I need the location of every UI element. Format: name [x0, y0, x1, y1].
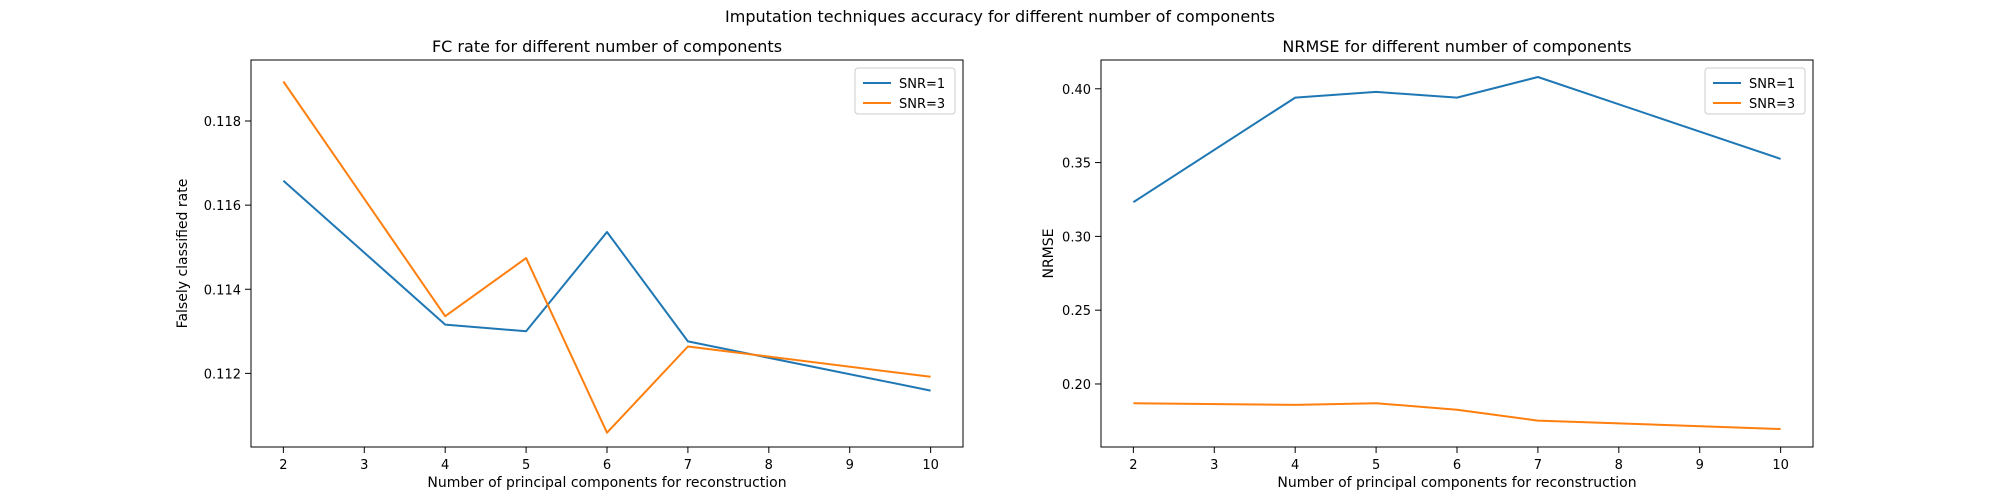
y-tick-label: 0.20 [1062, 378, 1091, 393]
y-tick-label: 0.25 [1062, 304, 1091, 319]
x-tick-label: 10 [922, 458, 939, 473]
x-axis-label: Number of principal components for recon… [427, 475, 786, 491]
legend: SNR=1 SNR=3 [854, 67, 956, 115]
y-axis-label: Falsely classified rate [175, 179, 191, 329]
chart-title: NRMSE for different number of components [1282, 37, 1631, 56]
chart-title: FC rate for different number of componen… [432, 37, 782, 56]
series-line-snr3 [1133, 402, 1781, 430]
figure-suptitle: Imputation techniques accuracy for diffe… [725, 7, 1275, 26]
y-tick-label: 0.35 [1062, 157, 1091, 172]
x-tick-label: 4 [1291, 458, 1299, 473]
x-tick-label: 2 [279, 458, 287, 473]
legend-label: SNR=3 [1749, 97, 1795, 112]
x-tick-label: 9 [846, 458, 854, 473]
x-tick-label: 6 [1453, 458, 1461, 473]
plot-frame [1100, 59, 1814, 448]
x-tick-label: 7 [684, 458, 692, 473]
x-tick-label: 4 [441, 458, 449, 473]
series-line-snr1 [1132, 76, 1781, 203]
fc-rate-chart: FC rate for different number of componen… [175, 37, 964, 491]
y-tick-label: 0.112 [204, 367, 241, 382]
x-tick-label: 5 [1372, 458, 1380, 473]
y-tick-label: 0.30 [1062, 230, 1091, 245]
legend-label: SNR=1 [899, 77, 945, 92]
x-tick-label: 3 [1210, 458, 1218, 473]
x-tick-label: 10 [1772, 458, 1789, 473]
y-tick-label: 0.116 [204, 199, 241, 214]
x-tick-label: 7 [1534, 458, 1542, 473]
x-tick-label: 9 [1696, 458, 1704, 473]
legend: SNR=1 SNR=3 [1704, 67, 1806, 115]
y-tick-label: 0.114 [204, 283, 241, 298]
x-tick-label: 2 [1129, 458, 1137, 473]
legend-label: SNR=3 [899, 97, 945, 112]
plot-frame [250, 59, 964, 448]
x-axis-label: Number of principal components for recon… [1277, 475, 1636, 491]
y-tick-label: 0.118 [204, 115, 241, 130]
x-tick-label: 8 [1615, 458, 1623, 473]
x-tick-label: 5 [522, 458, 530, 473]
legend-label: SNR=1 [1749, 77, 1795, 92]
series-line-snr1 [282, 179, 931, 392]
x-tick-label: 3 [360, 458, 368, 473]
x-tick-label: 8 [765, 458, 773, 473]
x-tick-label: 6 [603, 458, 611, 473]
y-axis-label: NRMSE [1041, 228, 1057, 278]
nrmse-chart: NRMSE for different number of components… [1041, 37, 1814, 491]
series-line-snr3 [282, 80, 931, 434]
y-tick-label: 0.40 [1062, 83, 1091, 98]
